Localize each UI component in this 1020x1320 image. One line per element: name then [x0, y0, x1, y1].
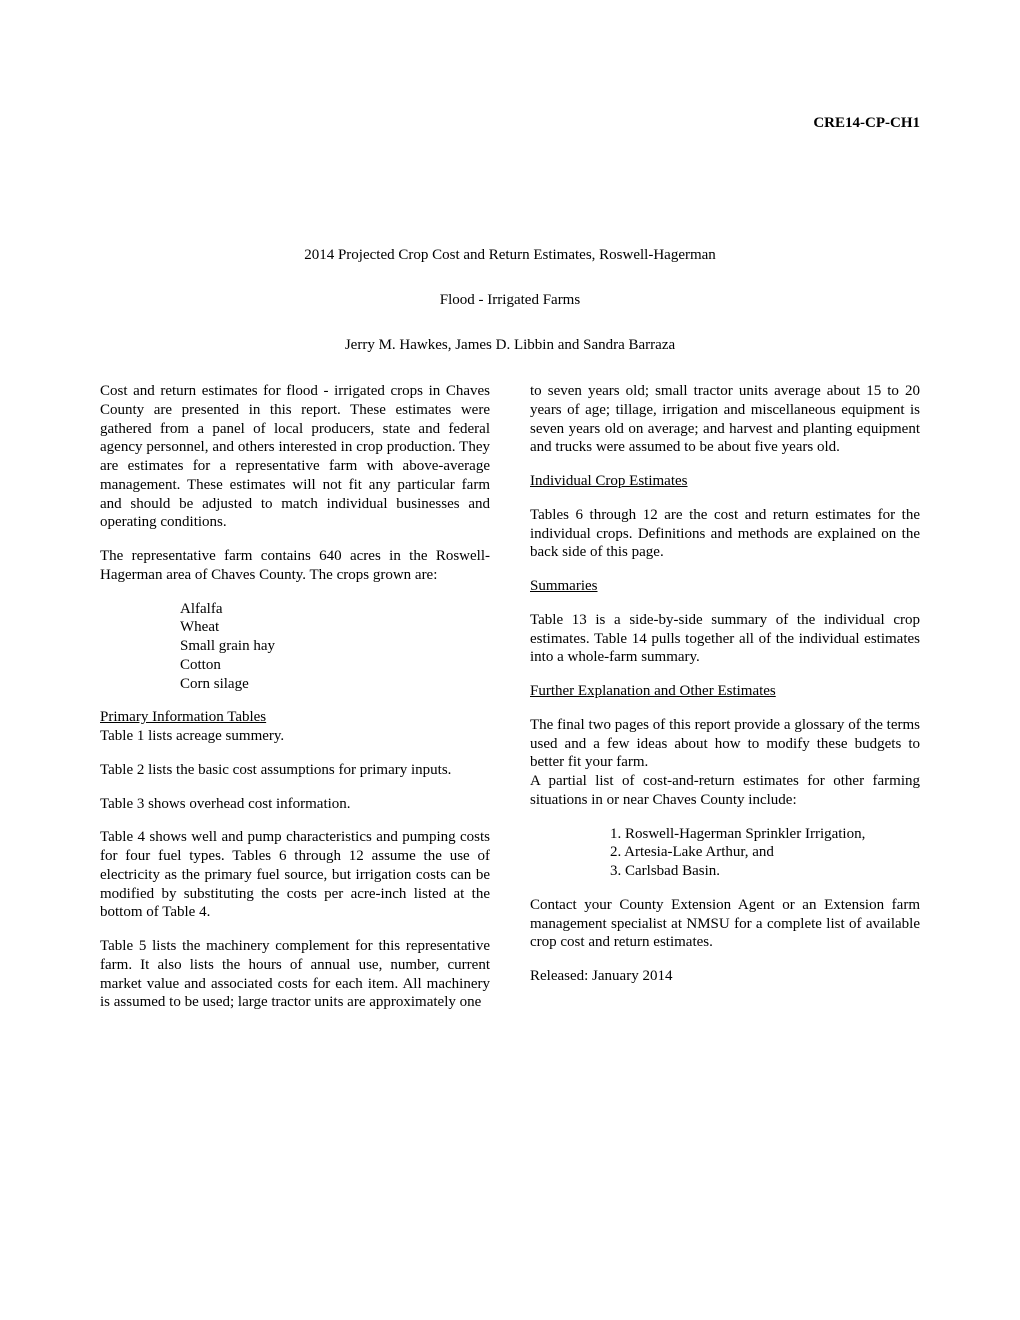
summaries-section: Summaries	[530, 577, 920, 596]
summaries-heading: Summaries	[530, 578, 598, 594]
crops-list: Alfalfa Wheat Small grain hay Cotton Cor…	[180, 600, 490, 694]
document-authors: Jerry M. Hawkes, James D. Libbin and San…	[100, 337, 920, 354]
crop-item: Cotton	[180, 656, 490, 675]
further-section: Further Explanation and Other Estimates	[530, 682, 920, 701]
other-estimate-item: 2. Artesia-Lake Arthur, and	[610, 843, 920, 862]
crop-item: Alfalfa	[180, 600, 490, 619]
primary-info-section: Primary Information Tables	[100, 708, 490, 727]
other-estimate-item: 1. Roswell-Hagerman Sprinkler Irrigation…	[610, 825, 920, 844]
individual-section: Individual Crop Estimates	[530, 472, 920, 491]
table5-paragraph: Table 5 lists the machinery complement f…	[100, 937, 490, 1012]
other-estimate-item: 3. Carlsbad Basin.	[610, 862, 920, 881]
table1-paragraph: Table 1 lists acreage summery.	[100, 727, 490, 746]
further-paragraph-1: The final two pages of this report provi…	[530, 716, 920, 772]
farm-paragraph: The representative farm contains 640 acr…	[100, 547, 490, 585]
document-subtitle: Flood - Irrigated Farms	[100, 292, 920, 309]
further-paragraph-2: A partial list of cost-and-return estima…	[530, 772, 920, 810]
document-title: 2014 Projected Crop Cost and Return Esti…	[100, 247, 920, 264]
intro-paragraph: Cost and return estimates for flood - ir…	[100, 382, 490, 532]
further-heading: Further Explanation and Other Estimates	[530, 683, 776, 699]
released-date: Released: January 2014	[530, 967, 920, 986]
contact-paragraph: Contact your County Extension Agent or a…	[530, 896, 920, 952]
individual-heading: Individual Crop Estimates	[530, 473, 687, 489]
table3-paragraph: Table 3 shows overhead cost information.	[100, 795, 490, 814]
summaries-paragraph: Table 13 is a side-by-side summary of th…	[530, 611, 920, 667]
document-id: CRE14-CP-CH1	[100, 115, 920, 132]
content-columns: Cost and return estimates for flood - ir…	[100, 382, 920, 1014]
individual-paragraph: Tables 6 through 12 are the cost and ret…	[530, 506, 920, 562]
table4-paragraph: Table 4 shows well and pump characterist…	[100, 828, 490, 922]
other-estimates-list: 1. Roswell-Hagerman Sprinkler Irrigation…	[610, 825, 920, 881]
crop-item: Corn silage	[180, 675, 490, 694]
table2-paragraph: Table 2 lists the basic cost assumptions…	[100, 761, 490, 780]
crop-item: Small grain hay	[180, 637, 490, 656]
crop-item: Wheat	[180, 618, 490, 637]
primary-info-heading: Primary Information Tables	[100, 709, 266, 725]
table5-continuation: to seven years old; small tractor units …	[530, 382, 920, 457]
